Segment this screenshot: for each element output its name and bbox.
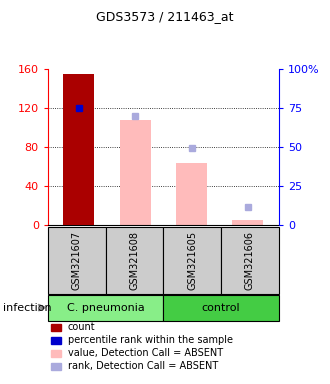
Bar (176, 164, 207, 225)
Text: rank, Detection Call = ABSENT: rank, Detection Call = ABSENT (68, 361, 218, 371)
Text: GSM321605: GSM321605 (187, 231, 197, 290)
Text: count: count (68, 322, 95, 332)
Bar (120, 120, 151, 225)
Text: GSM321606: GSM321606 (245, 231, 255, 290)
Bar (63, 74, 94, 225)
Text: infection: infection (3, 303, 52, 313)
Text: percentile rank within the sample: percentile rank within the sample (68, 335, 233, 345)
Text: control: control (202, 303, 241, 313)
Text: GSM321607: GSM321607 (72, 231, 82, 290)
Text: GDS3573 / 211463_at: GDS3573 / 211463_at (96, 10, 234, 23)
Bar (232, 220, 263, 225)
Text: C. pneumonia: C. pneumonia (67, 303, 145, 313)
Text: value, Detection Call = ABSENT: value, Detection Call = ABSENT (68, 348, 223, 358)
Text: GSM321608: GSM321608 (129, 231, 140, 290)
